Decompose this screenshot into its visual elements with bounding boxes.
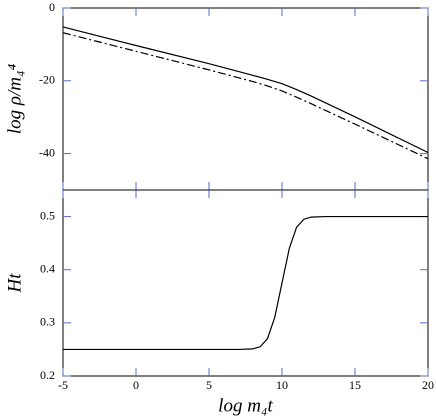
frame xyxy=(62,189,429,377)
y-axis-label: log ρ/m₄⁴ xyxy=(4,63,25,134)
x-tick-label: 20 xyxy=(422,378,434,392)
y-tick-label: 0 xyxy=(49,0,55,14)
frame xyxy=(62,7,429,191)
x-axis-label: log m₄t xyxy=(218,395,273,416)
y-axis-label: Ht xyxy=(4,273,25,294)
x-tick-label: 0 xyxy=(133,378,139,392)
x-tick-label: 10 xyxy=(276,378,288,392)
y-tick-label: 0.3 xyxy=(40,315,55,329)
line xyxy=(63,215,428,351)
line xyxy=(62,32,429,160)
y-tick-label: 0.5 xyxy=(40,208,55,222)
y-tick-label: 0.4 xyxy=(40,261,55,275)
x-tick-label: 5 xyxy=(206,378,212,392)
y-tick-label: -20 xyxy=(39,73,55,87)
y-tick-label: 0.2 xyxy=(40,368,55,382)
y-tick-label: -40 xyxy=(39,145,55,159)
x-tick-label: -5 xyxy=(58,378,68,392)
x-tick-label: 15 xyxy=(349,378,361,392)
line xyxy=(62,26,429,154)
